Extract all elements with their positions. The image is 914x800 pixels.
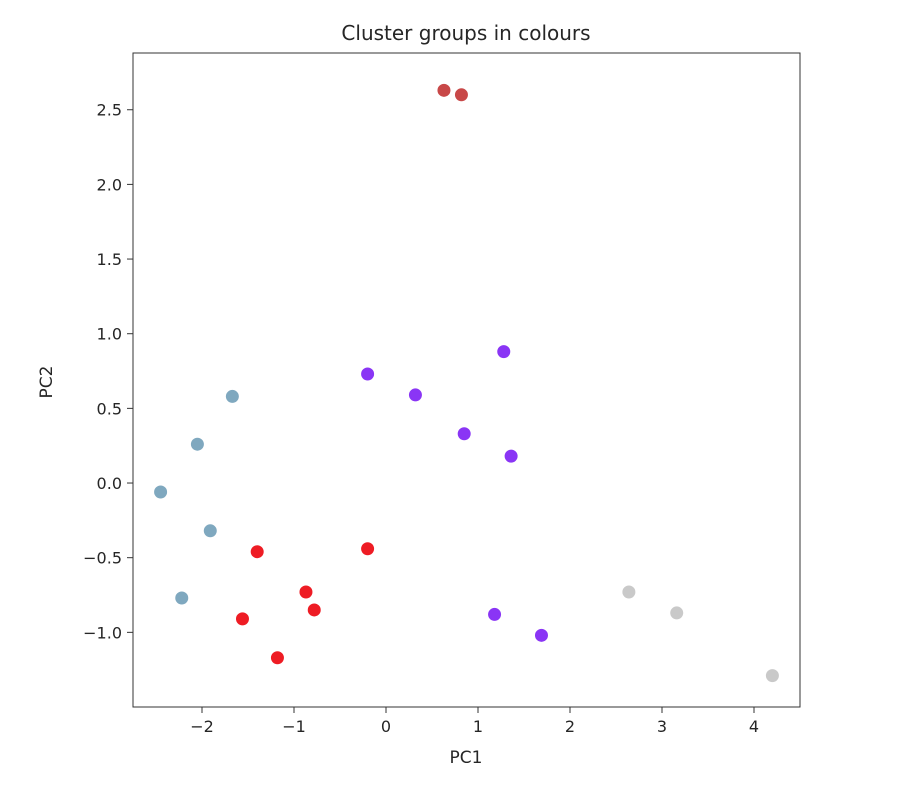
y-tick-label: −0.5 <box>83 549 122 568</box>
y-tick-label: −1.0 <box>83 623 122 642</box>
scatter-point-cluster-2 <box>153 484 169 500</box>
y-axis: −1.0 −0.5 0.0 0.5 1.0 1.5 2.0 2.5 <box>83 101 133 642</box>
scatter-point-cluster-3 <box>456 426 472 442</box>
scatter-point-cluster-3 <box>360 366 376 382</box>
scatter-point-cluster-3 <box>503 448 519 464</box>
scatter-point-cluster-3 <box>487 606 503 622</box>
plot-area <box>132 52 801 708</box>
scatter-point-cluster-3 <box>496 344 512 360</box>
scatter-point-cluster-4 <box>298 584 314 600</box>
scatter-point-cluster-1 <box>453 87 469 103</box>
scatter-point-cluster-4 <box>234 611 250 627</box>
scatter-point-cluster-2 <box>189 436 205 452</box>
y-tick-label: 2.5 <box>97 101 122 120</box>
scatter-point-cluster-2 <box>224 388 240 404</box>
data-points <box>153 82 780 684</box>
x-tick-label: −1 <box>282 717 306 736</box>
scatter-point-cluster-5 <box>669 605 685 621</box>
scatter-point-cluster-4 <box>249 544 265 560</box>
y-axis-label: PC2 <box>37 366 57 399</box>
y-tick-label: 1.0 <box>97 325 122 344</box>
y-tick-label: 1.5 <box>97 250 122 269</box>
scatter-point-cluster-5 <box>764 668 780 684</box>
scatter-point-cluster-4 <box>360 541 376 557</box>
scatter-point-cluster-3 <box>533 627 549 643</box>
y-tick-label: 0.5 <box>97 399 122 418</box>
y-tick-label: 2.0 <box>97 175 122 194</box>
x-tick-label: 2 <box>565 717 575 736</box>
scatter-point-cluster-5 <box>621 584 637 600</box>
x-tick-label: 1 <box>473 717 483 736</box>
x-tick-label: 4 <box>749 717 759 736</box>
y-tick-label: 0.0 <box>97 474 122 493</box>
scatter-point-cluster-4 <box>269 650 285 666</box>
x-axis: −2 −1 0 1 2 3 4 <box>190 707 759 736</box>
x-tick-label: −2 <box>190 717 214 736</box>
scatter-point-cluster-1 <box>436 82 452 98</box>
x-tick-label: 3 <box>657 717 667 736</box>
scatter-point-cluster-4 <box>306 602 322 618</box>
chart-title: Cluster groups in colours <box>341 21 590 45</box>
scatter-point-cluster-3 <box>407 387 423 403</box>
x-axis-label: PC1 <box>450 748 483 768</box>
scatter-point-cluster-2 <box>202 523 218 539</box>
x-tick-label: 0 <box>381 717 391 736</box>
scatter-point-cluster-2 <box>174 590 190 606</box>
